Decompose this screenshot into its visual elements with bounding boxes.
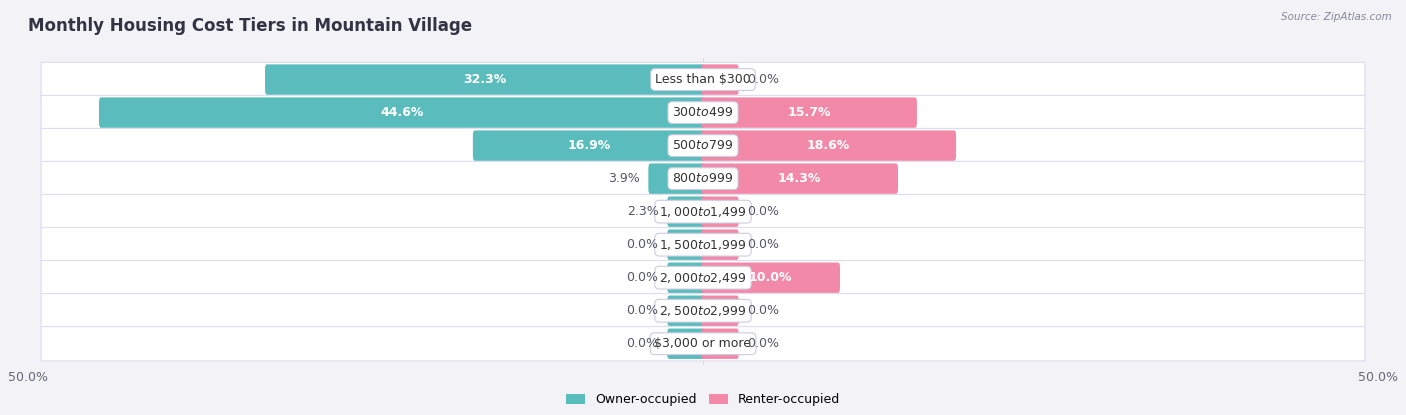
- FancyBboxPatch shape: [668, 329, 704, 359]
- Text: 14.3%: 14.3%: [778, 172, 821, 185]
- FancyBboxPatch shape: [264, 64, 704, 95]
- FancyBboxPatch shape: [702, 164, 898, 194]
- FancyBboxPatch shape: [702, 329, 738, 359]
- FancyBboxPatch shape: [41, 62, 1365, 97]
- Text: 10.0%: 10.0%: [749, 271, 792, 284]
- Text: 44.6%: 44.6%: [380, 106, 423, 119]
- Text: Source: ZipAtlas.com: Source: ZipAtlas.com: [1281, 12, 1392, 22]
- Text: $500 to $799: $500 to $799: [672, 139, 734, 152]
- FancyBboxPatch shape: [41, 95, 1365, 130]
- Text: Less than $300: Less than $300: [655, 73, 751, 86]
- Text: 0.0%: 0.0%: [748, 304, 779, 317]
- FancyBboxPatch shape: [41, 261, 1365, 295]
- Text: $1,000 to $1,499: $1,000 to $1,499: [659, 205, 747, 219]
- FancyBboxPatch shape: [648, 164, 704, 194]
- Text: Monthly Housing Cost Tiers in Mountain Village: Monthly Housing Cost Tiers in Mountain V…: [28, 17, 472, 34]
- Legend: Owner-occupied, Renter-occupied: Owner-occupied, Renter-occupied: [561, 388, 845, 411]
- FancyBboxPatch shape: [702, 98, 917, 128]
- FancyBboxPatch shape: [702, 130, 956, 161]
- FancyBboxPatch shape: [98, 98, 704, 128]
- Text: $1,500 to $1,999: $1,500 to $1,999: [659, 238, 747, 251]
- FancyBboxPatch shape: [668, 196, 704, 227]
- Text: 0.0%: 0.0%: [748, 337, 779, 350]
- FancyBboxPatch shape: [702, 229, 738, 260]
- Text: 0.0%: 0.0%: [627, 337, 658, 350]
- Text: $2,000 to $2,499: $2,000 to $2,499: [659, 271, 747, 285]
- FancyBboxPatch shape: [41, 128, 1365, 163]
- FancyBboxPatch shape: [702, 263, 839, 293]
- FancyBboxPatch shape: [41, 195, 1365, 229]
- Text: $2,500 to $2,999: $2,500 to $2,999: [659, 304, 747, 318]
- Text: 2.3%: 2.3%: [627, 205, 658, 218]
- FancyBboxPatch shape: [41, 293, 1365, 328]
- FancyBboxPatch shape: [41, 327, 1365, 361]
- FancyBboxPatch shape: [472, 130, 704, 161]
- Text: 3.9%: 3.9%: [607, 172, 640, 185]
- Text: 32.3%: 32.3%: [464, 73, 506, 86]
- Text: $3,000 or more: $3,000 or more: [655, 337, 751, 350]
- FancyBboxPatch shape: [702, 196, 738, 227]
- FancyBboxPatch shape: [702, 64, 738, 95]
- FancyBboxPatch shape: [668, 229, 704, 260]
- FancyBboxPatch shape: [702, 295, 738, 326]
- Text: 0.0%: 0.0%: [748, 238, 779, 251]
- Text: 15.7%: 15.7%: [787, 106, 831, 119]
- FancyBboxPatch shape: [668, 263, 704, 293]
- Text: 18.6%: 18.6%: [807, 139, 851, 152]
- Text: 0.0%: 0.0%: [627, 238, 658, 251]
- FancyBboxPatch shape: [41, 161, 1365, 196]
- Text: 0.0%: 0.0%: [627, 304, 658, 317]
- FancyBboxPatch shape: [668, 295, 704, 326]
- Text: $800 to $999: $800 to $999: [672, 172, 734, 185]
- FancyBboxPatch shape: [41, 227, 1365, 262]
- Text: 0.0%: 0.0%: [748, 73, 779, 86]
- Text: 0.0%: 0.0%: [748, 205, 779, 218]
- Text: $300 to $499: $300 to $499: [672, 106, 734, 119]
- Text: 16.9%: 16.9%: [567, 139, 610, 152]
- Text: 0.0%: 0.0%: [627, 271, 658, 284]
